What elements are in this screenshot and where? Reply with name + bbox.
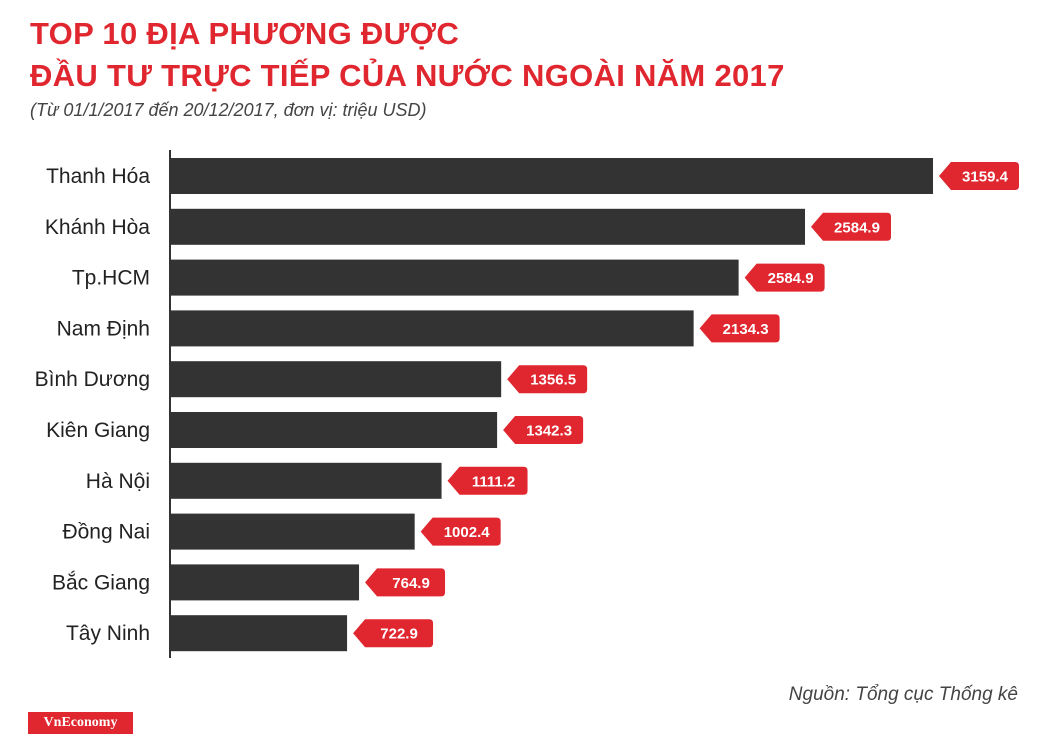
- bar: [170, 208, 806, 245]
- category-label: Khánh Hòa: [45, 216, 150, 239]
- bar: [170, 361, 502, 398]
- value-label: 1111.2: [472, 473, 515, 490]
- value-tag: [699, 314, 780, 343]
- value-label: 722.9: [380, 626, 418, 643]
- value-label: 1002.4: [444, 524, 491, 541]
- category-label: Hà Nội: [86, 470, 150, 493]
- bar: [170, 564, 360, 601]
- chart-title-line-1: TOP 10 ĐỊA PHƯƠNG ĐƯỢC: [30, 16, 460, 51]
- bar: [170, 513, 415, 550]
- category-label: Tây Ninh: [66, 622, 150, 645]
- bar: [170, 615, 348, 652]
- value-label: 2134.3: [723, 321, 769, 338]
- category-label: Kiên Giang: [46, 419, 150, 442]
- category-label: Thanh Hóa: [46, 165, 150, 188]
- value-label: 3159.4: [962, 169, 1009, 186]
- bar: [170, 259, 739, 296]
- value-tag: [503, 416, 584, 444]
- category-label: Bắc Giang: [52, 571, 150, 594]
- bar: [170, 310, 694, 347]
- value-label: 764.9: [392, 575, 430, 592]
- value-label: 2584.9: [834, 219, 880, 236]
- value-tag: [811, 212, 892, 241]
- value-label: 1342.3: [526, 423, 572, 440]
- value-tag: [507, 365, 588, 394]
- value-label: 1356.5: [530, 372, 576, 389]
- source-note: Nguồn: Tổng cục Thống kê: [788, 684, 1018, 705]
- bar-chart: Thanh Hóa 3159.4 Khánh Hòa 2584.9 Tp.HCM 2584…: [35, 150, 1019, 658]
- value-tag: [353, 619, 434, 648]
- value-tag: [365, 568, 446, 597]
- value-tag: [939, 162, 1019, 190]
- value-tag: [744, 263, 825, 292]
- category-label: Bình Dương: [35, 368, 150, 391]
- bar: [170, 412, 498, 448]
- bar: [170, 462, 442, 499]
- bar: [170, 158, 933, 194]
- category-label: Tp.HCM: [72, 267, 150, 290]
- chart-subtitle: (Từ 01/1/2017 đến 20/12/2017, đơn vị: tr…: [30, 100, 427, 120]
- value-tag: [447, 466, 528, 495]
- value-label: 2584.9: [768, 270, 814, 287]
- category-label: Nam Định: [57, 317, 150, 340]
- category-label: Đồng Nai: [62, 521, 150, 544]
- vneconomy-logo: VnEconomy: [28, 712, 133, 734]
- chart-title-line-2: ĐẦU TƯ TRỰC TIẾP CỦA NƯỚC NGOÀI NĂM 2017: [30, 58, 785, 93]
- value-tag: [420, 517, 501, 546]
